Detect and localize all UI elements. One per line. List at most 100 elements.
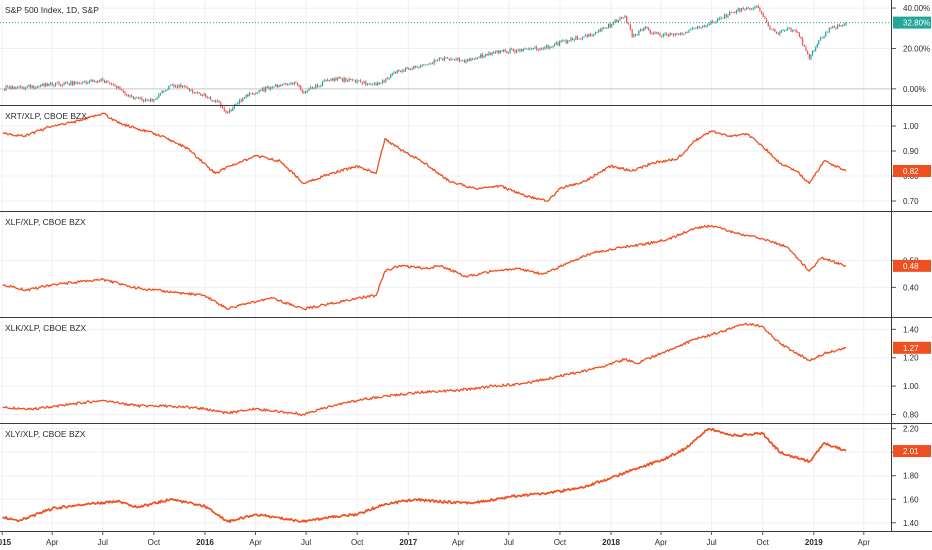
candle-body xyxy=(131,95,133,97)
candle-body xyxy=(754,7,756,9)
pane-title: XLK/XLP, CBOE BZX xyxy=(5,323,86,333)
candle-body xyxy=(599,29,601,31)
candle-body xyxy=(95,80,97,82)
candle-body xyxy=(534,47,536,49)
candle-body xyxy=(638,30,640,35)
candle-body xyxy=(740,8,743,12)
candle-body xyxy=(248,93,250,96)
candle-body xyxy=(26,86,28,88)
candle-body xyxy=(290,83,292,84)
candle-body xyxy=(463,60,465,62)
y-tick-label: 1.20 xyxy=(903,354,919,363)
candle-body xyxy=(114,84,116,86)
candle-body xyxy=(674,33,676,36)
candle-body xyxy=(137,97,140,99)
candle-body xyxy=(127,95,129,97)
candle-body xyxy=(558,41,561,46)
candle-body xyxy=(285,83,287,85)
candle-body xyxy=(228,110,231,114)
candle-body xyxy=(765,18,768,23)
x-tick-label: Jul xyxy=(98,538,108,547)
candle-body xyxy=(567,40,569,43)
candle-body xyxy=(481,54,483,58)
candle-body xyxy=(489,52,492,55)
candle-body xyxy=(77,82,79,84)
candle-body xyxy=(55,82,57,86)
candle-body xyxy=(705,25,707,28)
candle-body xyxy=(110,83,113,85)
last-value-badge xyxy=(893,16,931,29)
candle-body xyxy=(93,80,96,82)
candle-body xyxy=(60,84,62,86)
y-tick-label: 40.00% xyxy=(903,4,930,13)
candle-body xyxy=(188,88,190,91)
candle-body xyxy=(547,45,549,49)
candle-body xyxy=(643,28,645,31)
candle-body xyxy=(419,65,422,68)
candle-body xyxy=(171,84,173,86)
candle-body xyxy=(296,82,299,86)
candle-body xyxy=(621,17,623,19)
candle-body xyxy=(693,27,695,29)
candle-body xyxy=(100,79,102,81)
candle-body xyxy=(649,29,651,33)
candle-body xyxy=(24,87,27,89)
candle-body xyxy=(586,35,588,37)
y-tick-label: 0.80 xyxy=(903,410,919,419)
candle-body xyxy=(807,50,809,55)
candle-body xyxy=(707,24,709,26)
candle-body xyxy=(237,103,239,105)
candle-body xyxy=(703,26,705,28)
candle-body xyxy=(370,83,372,85)
candle-body xyxy=(603,27,605,29)
x-tick-label: Oct xyxy=(351,538,364,547)
candle-body xyxy=(304,91,307,93)
x-tick-label: Jul xyxy=(706,538,716,547)
candle-body xyxy=(436,60,439,62)
candle-body xyxy=(619,17,621,21)
candle-body xyxy=(34,88,37,89)
candle-body xyxy=(275,84,277,87)
candle-body xyxy=(667,34,670,36)
candle-body xyxy=(230,110,232,112)
candle-body xyxy=(227,112,229,114)
candle-body xyxy=(475,58,477,60)
candle-body xyxy=(452,58,454,60)
candle-body xyxy=(519,48,521,52)
candle-body xyxy=(757,6,759,9)
candle-body xyxy=(21,86,23,88)
candle-body xyxy=(568,40,570,42)
candle-body xyxy=(332,78,334,81)
candle-body xyxy=(213,101,215,102)
x-tick-label: 2019 xyxy=(805,538,823,547)
candle-body xyxy=(56,82,58,84)
x-tick-label: 2018 xyxy=(602,538,620,547)
candle-body xyxy=(247,94,249,96)
candle-body xyxy=(527,48,529,50)
candle-body xyxy=(759,8,761,12)
candle-body xyxy=(203,94,205,96)
candle-body xyxy=(545,45,548,48)
candle-body xyxy=(712,21,714,23)
candle-body xyxy=(671,33,673,35)
candle-body xyxy=(455,59,457,61)
candle-body xyxy=(75,81,77,84)
candle-body xyxy=(747,7,749,9)
candle-body xyxy=(252,93,254,95)
candle-body xyxy=(498,50,500,53)
candle-body xyxy=(278,84,280,88)
x-tick-label: Apr xyxy=(655,538,668,547)
candle-body xyxy=(235,104,237,106)
candle-body xyxy=(708,23,710,25)
candle-body xyxy=(725,14,727,17)
candle-body xyxy=(843,24,845,26)
candle-body xyxy=(411,68,413,70)
candle-body xyxy=(139,98,141,99)
candle-body xyxy=(208,97,210,99)
candle-body xyxy=(729,11,731,16)
candle-body xyxy=(303,91,305,93)
candle-body xyxy=(445,57,447,59)
candle-body xyxy=(629,24,631,30)
candle-body xyxy=(223,108,225,111)
series-line xyxy=(2,427,847,524)
